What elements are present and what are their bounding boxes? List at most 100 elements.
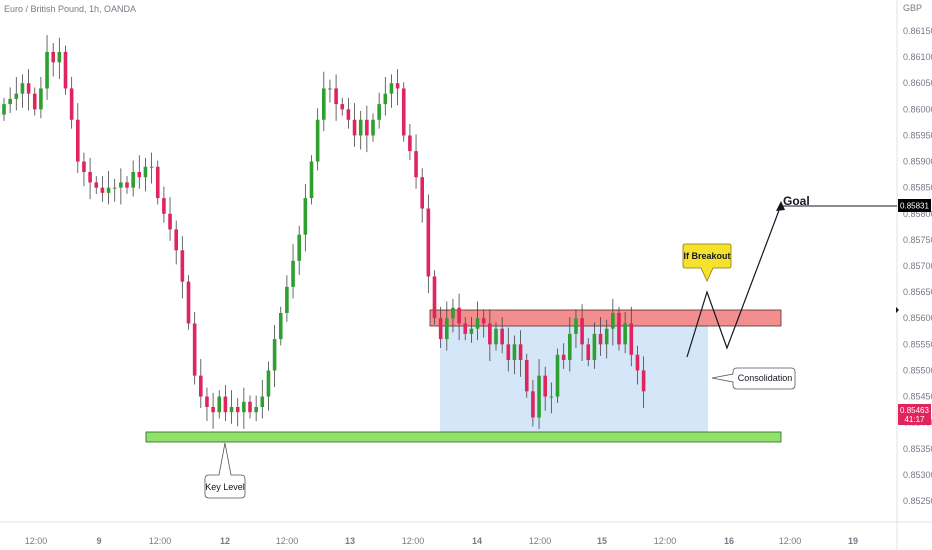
bullish-candle [451, 307, 455, 319]
bearish-candle [199, 375, 203, 397]
bullish-candle [217, 396, 222, 413]
bullish-candle [229, 407, 234, 413]
bearish-candle [531, 391, 535, 418]
bullish-candle [285, 286, 289, 313]
bearish-candle [488, 323, 492, 345]
breakout-callout[interactable] [682, 243, 732, 282]
bearish-candle [561, 354, 566, 360]
consolidation-zone[interactable] [440, 325, 708, 432]
price-tick-label: 0.85250 [903, 496, 932, 506]
resistance-zone[interactable] [429, 309, 782, 327]
bullish-candle [555, 354, 560, 397]
bullish-candle [383, 93, 388, 105]
bullish-candle [266, 370, 271, 397]
key-level-callout[interactable] [204, 442, 246, 499]
bearish-candle [629, 323, 634, 355]
bullish-candle [272, 339, 277, 371]
bullish-candle [291, 260, 295, 287]
bearish-candle [88, 172, 92, 183]
bullish-candle [2, 104, 6, 115]
bearish-candle [414, 151, 418, 178]
bullish-candle [445, 318, 449, 340]
bullish-candle [131, 172, 135, 188]
time-tick-label: 12:00 [276, 536, 299, 546]
bearish-candle [408, 135, 412, 152]
time-tick-label: 15 [597, 536, 607, 546]
bearish-candle [401, 88, 406, 136]
bearish-candle [641, 370, 646, 392]
bearish-candle [432, 276, 437, 319]
bearish-candle [395, 83, 400, 89]
bullish-candle [475, 318, 480, 329]
consolidation-callout[interactable] [711, 367, 796, 390]
bearish-candle [463, 323, 468, 334]
symbol-title: Euro / British Pound, 1h, OANDA [4, 4, 136, 14]
bearish-candle [137, 172, 142, 178]
bullish-candle [328, 88, 332, 90]
goal-price-value: 0.85831 [900, 202, 929, 211]
bearish-candle [586, 344, 591, 360]
bullish-candle [371, 119, 375, 136]
time-tick-label: 12:00 [779, 536, 802, 546]
bullish-candle [242, 401, 246, 413]
bearish-candle [125, 182, 129, 188]
bearish-candle [518, 344, 523, 360]
bullish-candle [549, 396, 554, 398]
bullish-candle [260, 396, 265, 407]
key-level-label: Key Level [205, 482, 245, 492]
bullish-candle [377, 104, 381, 120]
time-axis[interactable]: 12:00 9 12:00 12 12:00 13 12:00 14 12:00 15 12:00 1… [25, 536, 858, 546]
bullish-candle [309, 161, 314, 199]
consolidation-label: Consolidation [738, 373, 793, 383]
time-tick-label: 16 [724, 536, 734, 546]
bearish-candle [340, 104, 345, 110]
bearish-candle [457, 307, 461, 324]
bullish-candle [315, 119, 320, 162]
time-tick-label: 12:00 [529, 536, 552, 546]
bullish-candle [106, 187, 111, 193]
bullish-candle [112, 187, 117, 189]
bearish-candle [426, 208, 431, 277]
bearish-candle [617, 313, 621, 345]
bullish-candle [623, 323, 627, 345]
bullish-candle [604, 328, 609, 345]
bullish-candle [254, 407, 258, 413]
goal-label: Goal [783, 194, 810, 208]
bullish-candle [20, 83, 25, 94]
time-tick-label: 12:00 [25, 536, 48, 546]
projection-arrowhead [776, 201, 785, 211]
bearish-candle [26, 83, 31, 94]
bullish-candle [149, 166, 154, 168]
bullish-candle [45, 51, 49, 89]
bearish-candle [524, 360, 529, 392]
bullish-candle [39, 88, 43, 110]
time-tick-label: 19 [848, 536, 858, 546]
key-level-zone[interactable] [145, 431, 782, 443]
bearish-candle [543, 375, 547, 397]
time-tick-label: 12:00 [654, 536, 677, 546]
bearish-candle [180, 250, 185, 282]
bearish-candle [63, 51, 68, 89]
bearish-candle [32, 93, 37, 110]
bearish-candle [205, 396, 209, 407]
last-price-value: 0.85463 [900, 406, 929, 415]
bullish-candle [494, 328, 498, 345]
bearish-candle [223, 396, 228, 413]
bearish-candle [248, 401, 252, 413]
bearish-candle [76, 119, 80, 162]
bearish-candle [635, 354, 640, 371]
bearish-candle [481, 318, 486, 324]
time-tick-label: 12:00 [149, 536, 172, 546]
breakout-label: If Breakout [683, 251, 730, 261]
bullish-candle [389, 83, 394, 94]
